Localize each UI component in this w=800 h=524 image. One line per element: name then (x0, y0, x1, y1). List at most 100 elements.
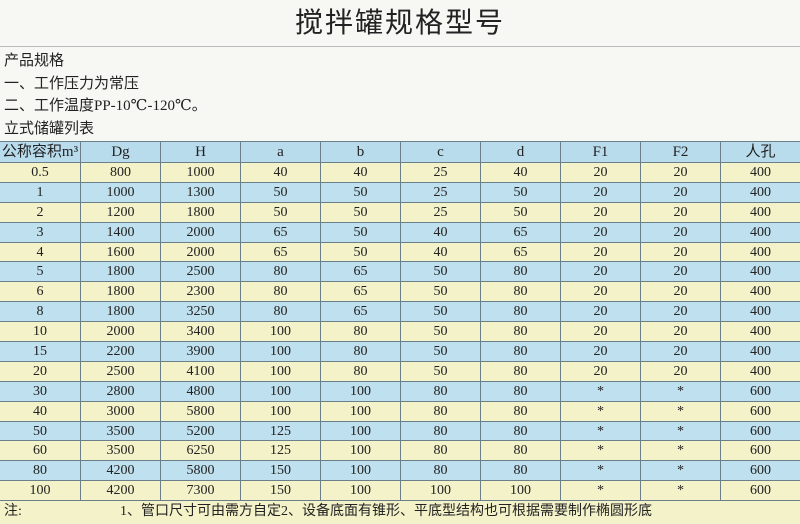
table-cell: 20 (640, 163, 720, 182)
table-row: 15 2200 3900 100 80 50 80 20 20 400 (0, 341, 800, 361)
table-cell: * (640, 421, 720, 441)
table-cell: * (640, 441, 720, 461)
table-cell: 1 (36, 184, 44, 200)
table-cell: 40 (480, 163, 560, 182)
table-cell: * (640, 461, 720, 481)
table-cell: 150 (240, 461, 320, 481)
table-cell: 65 (240, 222, 320, 242)
divider (0, 46, 800, 47)
table-cell: 400 (720, 222, 800, 242)
table-cell: 125 (240, 441, 320, 461)
table-cell: 3400 (160, 322, 240, 342)
table-cell: * (640, 481, 720, 501)
table-cell: * (560, 481, 640, 501)
table-cell: 50 (400, 302, 480, 322)
table-cell: 100 (240, 322, 320, 342)
table-cell: 20 (560, 222, 640, 242)
intro-line: 立式储罐列表 (4, 120, 95, 137)
table-cell: 100 (400, 481, 480, 501)
table-cell: 20 (560, 361, 640, 381)
table-cell: 125 (240, 421, 320, 441)
table-cell: 3 (36, 224, 44, 240)
table-row: 20 2500 4100 100 80 50 80 20 20 400 (0, 360, 800, 381)
table-cell: 20 (640, 202, 720, 222)
table-cell: 100 (240, 361, 320, 381)
table-cell: 5800 (160, 401, 240, 421)
table-cell: 20 (640, 361, 720, 381)
note-label: 注: (4, 504, 22, 519)
table-cell: 100 (320, 461, 400, 481)
table-cell: 100 (320, 481, 400, 501)
table-cell: 50 (480, 202, 560, 222)
table-cell: 80 (480, 282, 560, 302)
table-cell: 80 (480, 322, 560, 342)
table-cell: 0.5 (31, 165, 49, 180)
table-cell: 5 (36, 264, 44, 280)
table-cell: 400 (720, 163, 800, 182)
table-cell: 400 (720, 282, 800, 302)
table-cell: * (640, 401, 720, 421)
table-cell: 80 (400, 441, 480, 461)
table-cell: 20 (560, 262, 640, 282)
table-cell: 20 (560, 322, 640, 342)
table-cell: 40 (240, 163, 320, 182)
table-row: 4 1600 2000 65 50 40 65 20 20 400 (0, 241, 800, 262)
table-cell: 100 (320, 421, 400, 441)
table-cell: 50 (320, 182, 400, 202)
table-cell: 100 (29, 483, 51, 499)
table-cell: 20 (640, 302, 720, 322)
table-cell: 80 (480, 361, 560, 381)
table-cell: 400 (720, 202, 800, 222)
table-cell: 50 (400, 342, 480, 361)
table-cell: 20 (560, 342, 640, 361)
table-cell: 20 (640, 242, 720, 262)
table-row: 50 3500 5200 125 100 80 80 * * 600 (0, 420, 800, 441)
table-cell: 25 (400, 182, 480, 202)
table-cell: 2000 (80, 322, 160, 342)
table-cell: 2300 (160, 282, 240, 302)
table-row: 100 4200 7300 150 100 100 100 * * 600 (0, 480, 800, 501)
table-cell: 20 (560, 242, 640, 262)
table-cell: 1800 (80, 282, 160, 302)
table-cell: 2000 (160, 222, 240, 242)
table-row: 5 1800 2500 80 65 50 80 20 20 400 (0, 261, 800, 282)
table-cell: 1200 (80, 202, 160, 222)
table-cell: 50 (320, 202, 400, 222)
table-cell: 80 (400, 381, 480, 401)
table-cell: 7300 (160, 481, 240, 501)
table-cell: 80 (320, 342, 400, 361)
table-cell: 20 (560, 282, 640, 302)
table-cell: 1600 (80, 242, 160, 262)
table-row: 10 2000 3400 100 80 50 80 20 20 400 (0, 321, 800, 342)
table-cell: 1800 (160, 202, 240, 222)
table-cell: 20 (33, 363, 47, 379)
table-cell: 50 (480, 182, 560, 202)
table-cell: 600 (720, 381, 800, 401)
table-cell: 80 (480, 262, 560, 282)
header-cell: Dg (80, 142, 160, 162)
table-cell: 20 (640, 182, 720, 202)
table-cell: 4100 (160, 361, 240, 381)
table-cell: 80 (320, 322, 400, 342)
table-cell: 6250 (160, 441, 240, 461)
page-title: 搅拌罐规格型号 (294, 8, 505, 39)
table-cell: 50 (240, 202, 320, 222)
table-row: 6 1800 2300 80 65 50 80 20 20 400 (0, 281, 800, 302)
table-cell: 50 (400, 361, 480, 381)
table-cell: * (640, 381, 720, 401)
table-cell: 600 (720, 481, 800, 501)
table-cell: 40 (320, 163, 400, 182)
table-cell: 65 (320, 282, 400, 302)
table-cell: 400 (720, 182, 800, 202)
table-cell: 80 (240, 282, 320, 302)
table-cell: 100 (240, 401, 320, 421)
table-cell: * (560, 441, 640, 461)
table-row: 60 3500 6250 125 100 80 80 * * 600 (0, 440, 800, 461)
table-cell: 80 (480, 381, 560, 401)
table-cell: 15 (33, 344, 47, 360)
table-cell: 80 (480, 441, 560, 461)
table-cell: 50 (400, 262, 480, 282)
note-row: 注: 1、管口尺寸可由需方自定2、设备底面有锥形、平底型结构也可根据需要制作椭圆… (0, 500, 800, 524)
